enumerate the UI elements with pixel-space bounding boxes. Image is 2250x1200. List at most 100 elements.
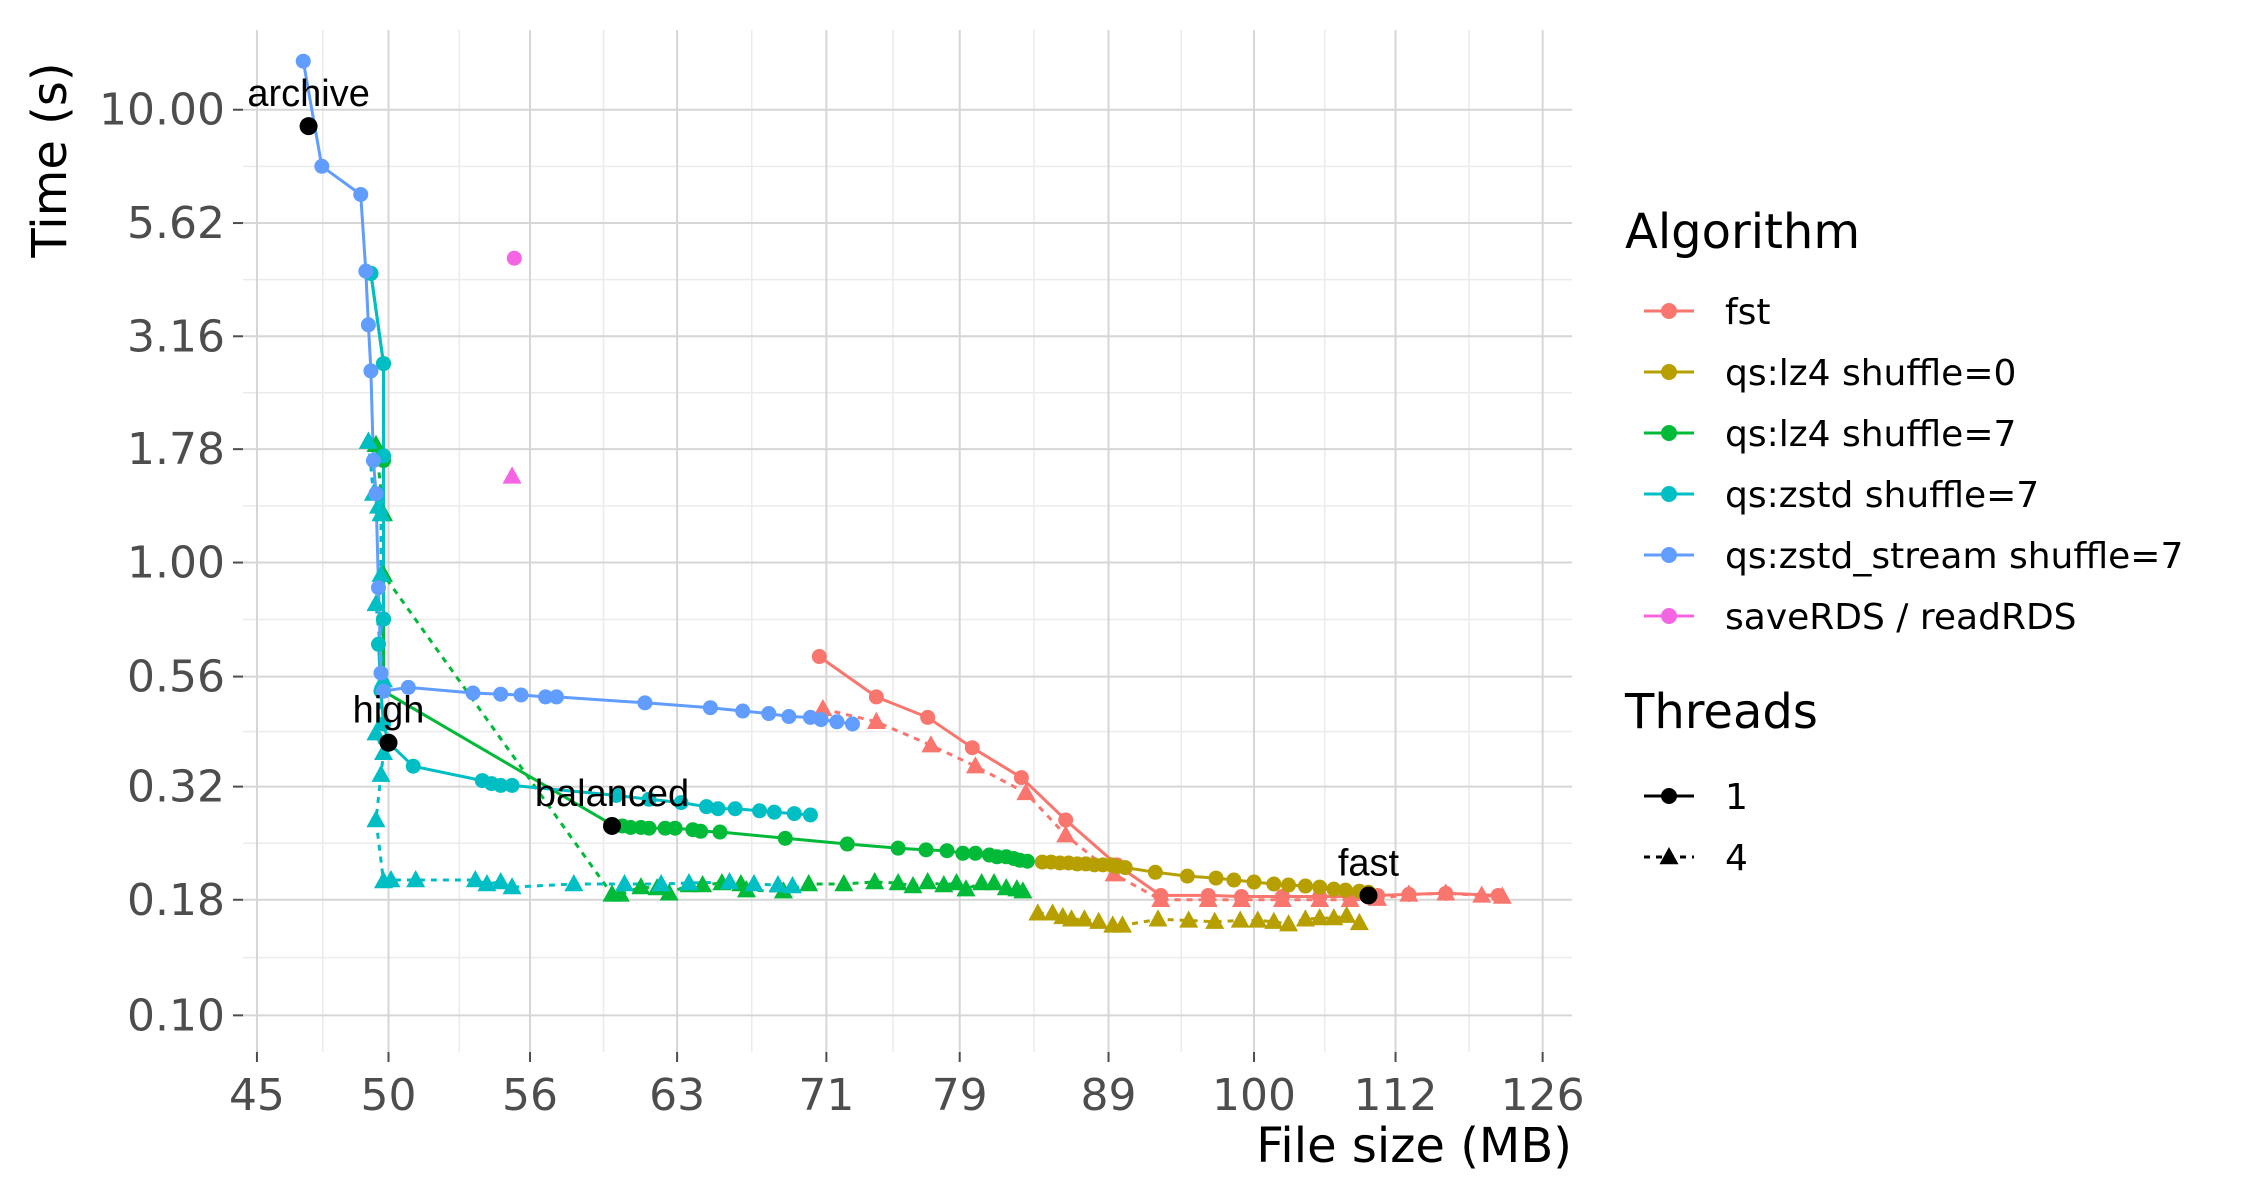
data-point (1230, 910, 1250, 928)
data-point (651, 874, 671, 892)
data-point (1198, 889, 1218, 907)
legend-key-marker (1661, 364, 1677, 380)
data-point (1013, 770, 1029, 786)
data-point (813, 712, 829, 728)
data-point (955, 845, 971, 861)
data-point (693, 875, 713, 893)
data-point (1246, 874, 1262, 890)
data-point (1061, 909, 1081, 927)
data-point (1208, 870, 1224, 886)
annotation-point (299, 117, 318, 136)
data-point (1272, 889, 1292, 907)
data-point (1058, 812, 1074, 828)
data-point (766, 804, 782, 820)
data-point (1016, 782, 1036, 801)
annotation-label: balanced (535, 773, 689, 815)
data-point (1148, 909, 1168, 927)
data-point (358, 263, 374, 279)
data-point (735, 703, 751, 719)
data-point (405, 758, 421, 774)
y-tick-label: 0.10 (127, 990, 225, 1041)
data-point (1310, 889, 1330, 907)
legend-title-threads: Threads (1624, 684, 1818, 740)
data-point (834, 874, 854, 892)
y-tick-label: 10.00 (99, 85, 225, 136)
data-point (502, 466, 522, 484)
legend-title-algorithm: Algorithm (1625, 204, 1860, 260)
data-point (918, 842, 934, 858)
data-point (314, 158, 330, 174)
data-point (358, 431, 378, 449)
y-tick-label: 5.62 (127, 198, 225, 249)
data-point (984, 873, 1004, 891)
data-point (374, 742, 394, 761)
data-point (1281, 877, 1297, 893)
x-axis-title: File size (MB) (1256, 1118, 1572, 1174)
legend-item-label: qs:lz4 shuffle=0 (1725, 353, 2016, 394)
data-point (477, 874, 497, 892)
data-point (548, 689, 564, 705)
legend-item-label: 4 (1725, 838, 1748, 879)
data-point (761, 706, 777, 722)
data-point (783, 876, 803, 894)
legend-item-label: 1 (1725, 777, 1748, 818)
data-point (1117, 860, 1133, 876)
data-point (376, 356, 392, 372)
data-point (1340, 889, 1360, 907)
data-point (888, 873, 908, 891)
legend-key-marker (1661, 425, 1677, 441)
data-point (659, 883, 679, 901)
data-point (353, 186, 369, 202)
legend-item-label: qs:zstd_stream shuffle=7 (1725, 536, 2183, 577)
data-point (295, 53, 311, 69)
data-point (465, 685, 481, 701)
data-point (1112, 915, 1132, 933)
data-point (1264, 911, 1284, 929)
legend-algorithm-items: fst qs:lz4 shuffle=0 qs:lz4 shuffle=7 qs:zs… (1644, 292, 2183, 638)
data-point (1266, 876, 1282, 892)
annotation-point (1359, 886, 1378, 905)
legend-key-marker (1659, 847, 1679, 865)
data-point (972, 873, 992, 891)
legend-key-marker (1661, 486, 1677, 502)
data-point (1349, 912, 1369, 931)
data-point (802, 807, 818, 823)
data-point (465, 870, 485, 888)
data-point (1013, 881, 1033, 899)
data-point (564, 874, 584, 892)
data-point (964, 740, 980, 756)
data-point (829, 714, 845, 730)
data-point (493, 777, 509, 793)
data-point (673, 795, 689, 811)
data-point (710, 801, 726, 817)
legend-threads-items: 14 (1644, 777, 1748, 879)
series-line (369, 273, 1028, 863)
data-point (1279, 914, 1299, 932)
data-point (366, 723, 386, 741)
data-point (641, 791, 657, 807)
data-point (1074, 909, 1094, 927)
data-point (1151, 889, 1171, 907)
series-line (369, 273, 811, 817)
data-point (1028, 903, 1048, 921)
data-point (967, 845, 983, 861)
data-point (768, 875, 788, 893)
data-point (1295, 909, 1315, 927)
data-point (667, 820, 683, 836)
y-tick-label: 1.00 (127, 538, 225, 589)
data-point (693, 823, 709, 839)
legend-item-label: fst (1725, 292, 1771, 333)
data-point (903, 876, 923, 894)
data-point (1226, 872, 1242, 888)
data-point (365, 453, 381, 469)
data-point (406, 870, 426, 888)
y-tick-label: 0.32 (127, 762, 225, 813)
data-point (679, 873, 699, 891)
data-point (368, 486, 384, 502)
data-point (376, 683, 392, 699)
x-tick-label: 100 (1212, 1070, 1296, 1121)
data-point (360, 317, 376, 333)
data-point (1492, 886, 1512, 904)
y-tick-label: 1.78 (127, 424, 225, 475)
y-axis-title: Time (s) (22, 62, 78, 258)
